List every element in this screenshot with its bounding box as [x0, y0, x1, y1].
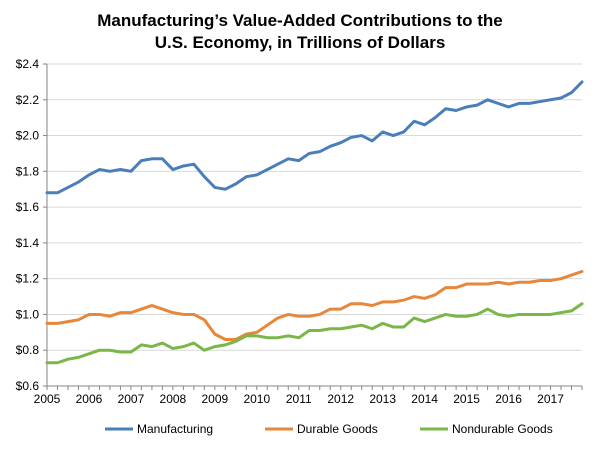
x-tick-label-9: 2014 [411, 392, 438, 406]
y-tick-label-6: $1.2 [16, 272, 40, 286]
x-tick-label-4: 2009 [201, 392, 228, 406]
y-tick-label-9: $0.6 [16, 379, 40, 393]
x-tick-label-5: 2010 [243, 392, 270, 406]
y-tick-label-2: $2.0 [16, 129, 40, 143]
x-tick-label-1: 2006 [76, 392, 103, 406]
x-tick-label-6: 2011 [286, 392, 312, 406]
chart-title-line-2: U.S. Economy, in Trillions of Dollars [154, 33, 446, 52]
series-line-durable-goods [45, 270, 584, 341]
series-line-manufacturing [45, 80, 584, 195]
y-tick-label-7: $1.0 [16, 307, 40, 321]
series-line-nondurable-goods [45, 302, 584, 365]
y-tick-label-1: $2.2 [16, 93, 40, 107]
x-tick-label-12: 2017 [537, 392, 564, 406]
x-tick-label-7: 2012 [327, 392, 354, 406]
y-tick-label-5: $1.4 [16, 236, 40, 250]
chart-title: Manufacturing’s Value-Added Contribution… [0, 10, 600, 54]
x-tick-label-0: 2005 [34, 392, 61, 406]
x-tick-label-8: 2013 [369, 392, 396, 406]
y-tick-label-8: $0.8 [16, 343, 40, 357]
y-tick-label-0: $2.4 [16, 57, 40, 71]
y-tick-label-3: $1.8 [16, 164, 40, 178]
chart-title-line-1: Manufacturing’s Value-Added Contribution… [97, 11, 503, 30]
y-tick-label-4: $1.6 [16, 200, 40, 214]
legend-label-manufacturing: Manufacturing [137, 422, 213, 436]
x-tick-label-10: 2015 [453, 392, 480, 406]
x-tick-label-2: 2007 [118, 392, 145, 406]
x-tick-label-3: 2008 [160, 392, 187, 406]
x-tick-label-11: 2016 [495, 392, 522, 406]
legend-label-durable-goods: Durable Goods [297, 422, 378, 436]
legend-label-nondurable-goods: Nondurable Goods [452, 422, 553, 436]
